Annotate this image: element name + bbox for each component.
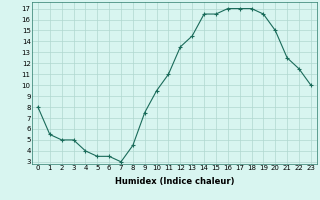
X-axis label: Humidex (Indice chaleur): Humidex (Indice chaleur) bbox=[115, 177, 234, 186]
